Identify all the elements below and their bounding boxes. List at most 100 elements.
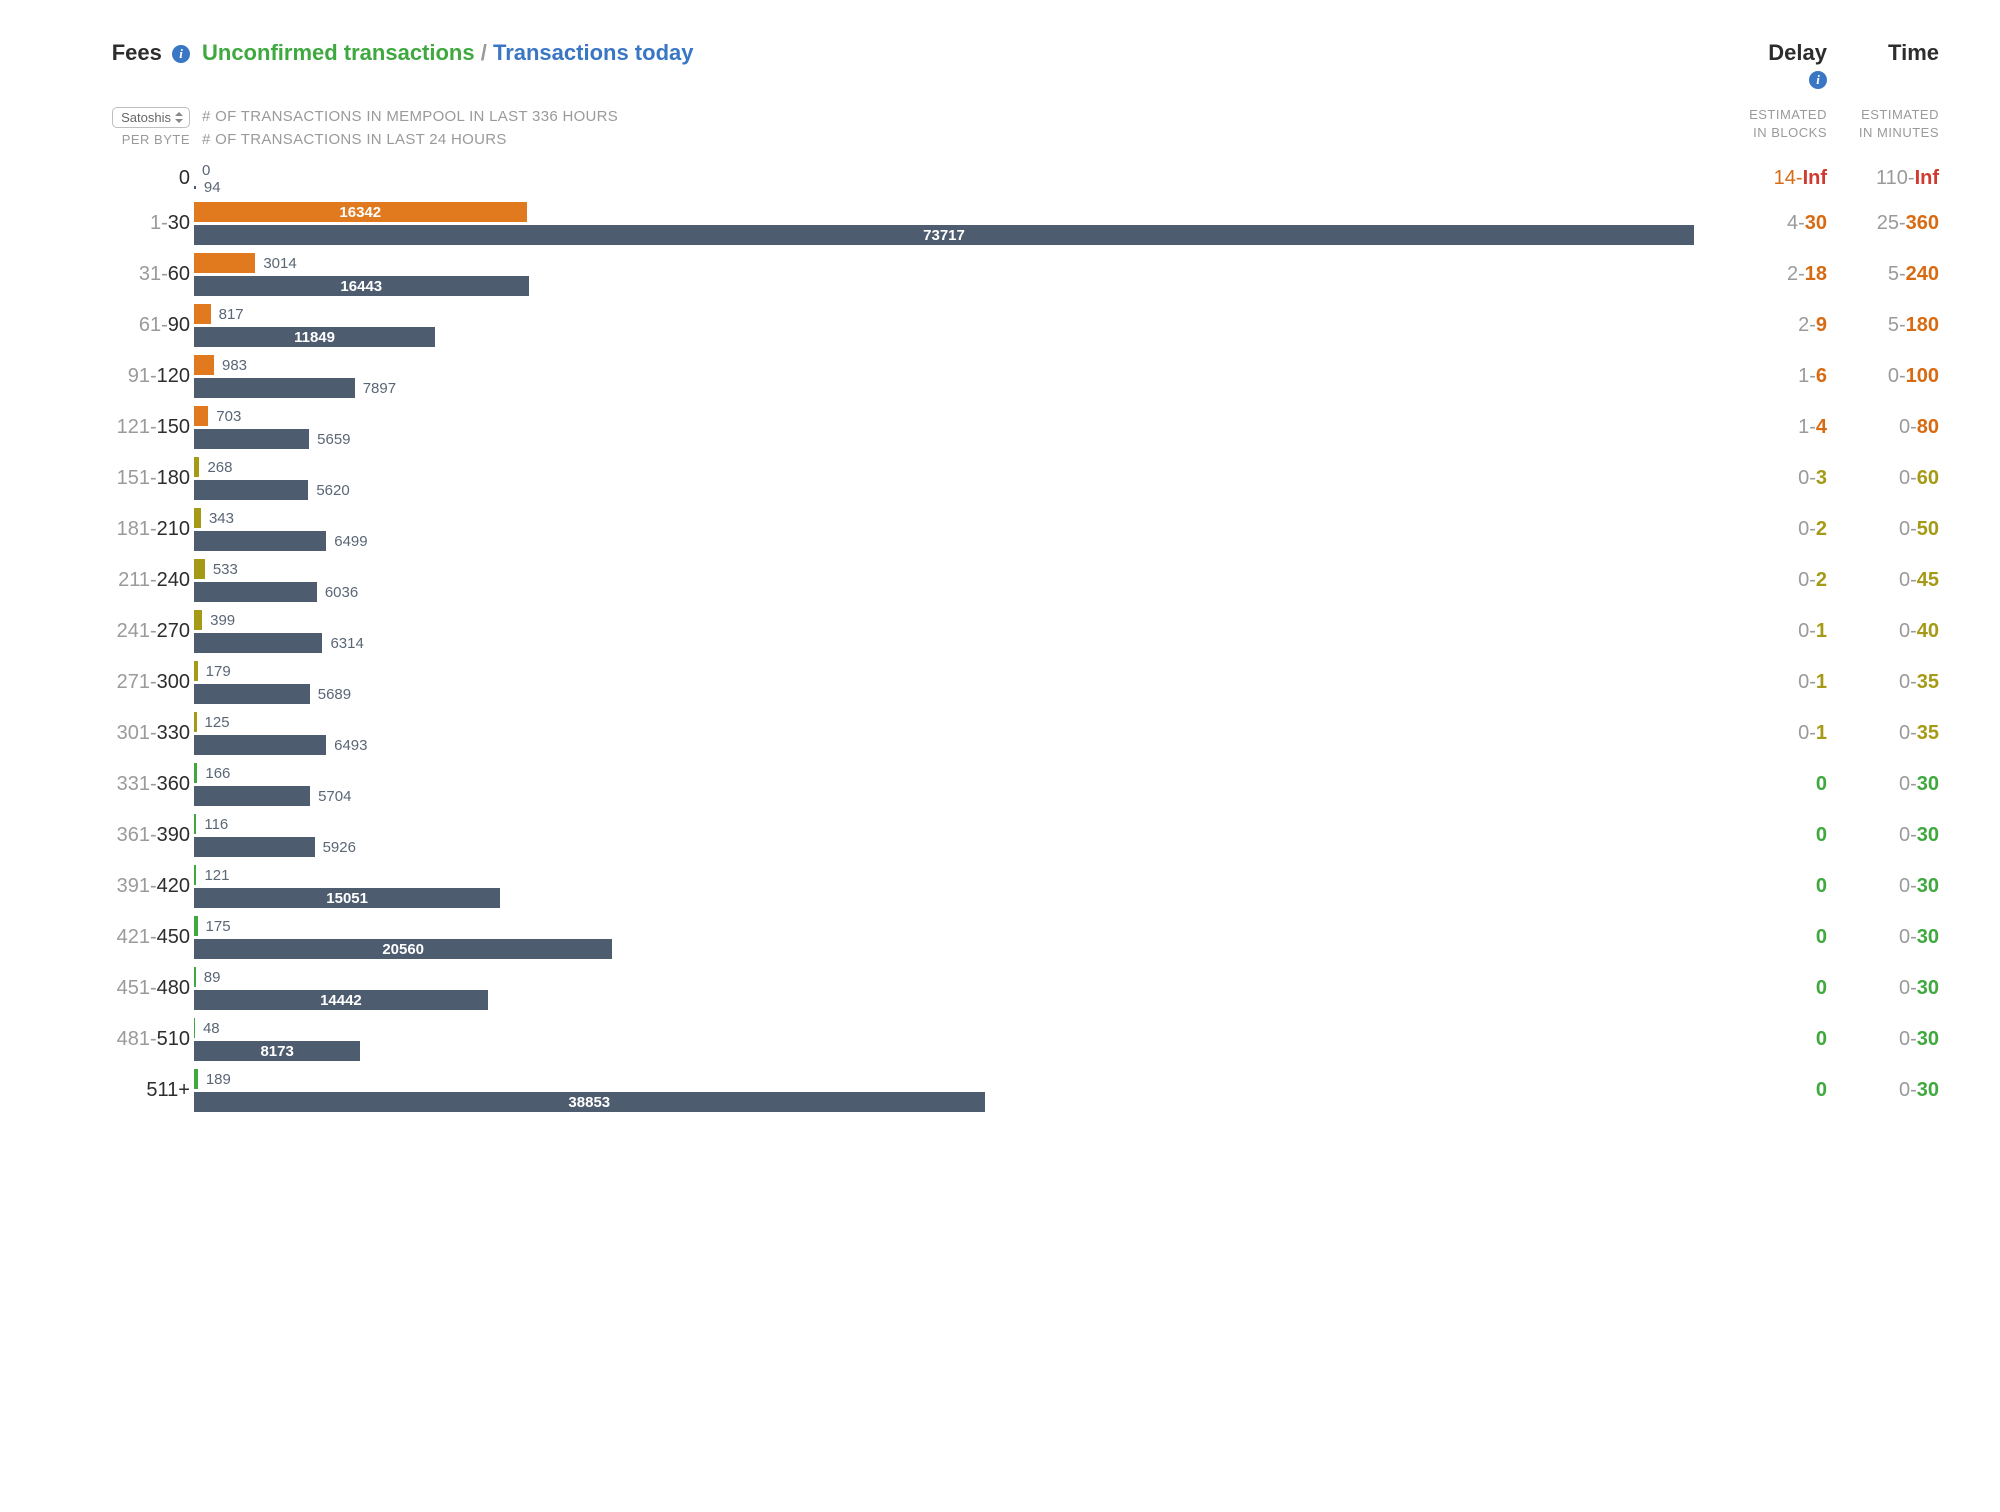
- mempool-bar[interactable]: [194, 967, 196, 987]
- today-bar[interactable]: [194, 378, 355, 398]
- bar-pair: 5336036: [190, 559, 1715, 602]
- fee-range: 151-180: [60, 467, 190, 490]
- delay-value: 2: [1816, 569, 1827, 591]
- fee-hi: 90: [168, 314, 190, 336]
- mempool-bar[interactable]: [194, 457, 199, 477]
- fee-row: 391-4201211505100-30: [60, 865, 1940, 908]
- fee-range: 301-330: [60, 722, 190, 745]
- info-icon[interactable]: i: [1809, 71, 1827, 89]
- today-bar[interactable]: [194, 837, 315, 857]
- mempool-bar[interactable]: [194, 355, 214, 375]
- subheader-row: Satoshis PER BYTE # OF TRANSACTIONS IN M…: [60, 106, 1940, 151]
- mempool-bar[interactable]: [194, 1018, 195, 1038]
- delay-prefix: 2-: [1787, 263, 1805, 285]
- today-line: 5659: [194, 429, 1715, 449]
- today-bar[interactable]: [194, 633, 322, 653]
- delay-value: 9: [1816, 314, 1827, 336]
- today-line: 6499: [194, 531, 1715, 551]
- today-bar[interactable]: [194, 429, 309, 449]
- today-bar[interactable]: 11849: [194, 327, 435, 347]
- time-value: 30: [1917, 926, 1939, 948]
- link-today[interactable]: Transactions today: [493, 40, 694, 65]
- bar-pair: 18938853: [190, 1069, 1715, 1112]
- mempool-value: 268: [207, 459, 232, 476]
- mempool-bar[interactable]: [194, 610, 202, 630]
- delay-value: 0: [1816, 875, 1827, 897]
- time-value: 60: [1917, 467, 1939, 489]
- mempool-value: 703: [216, 408, 241, 425]
- link-unconfirmed[interactable]: Unconfirmed transactions: [202, 40, 475, 65]
- fee-lo: 61-: [139, 314, 168, 336]
- today-bar[interactable]: [194, 186, 196, 189]
- time-cell: 0-30: [1827, 773, 1939, 796]
- today-value: 5704: [318, 788, 351, 805]
- mempool-bar[interactable]: [194, 304, 211, 324]
- time-prefix: 0-: [1899, 569, 1917, 591]
- today-bar[interactable]: [194, 531, 326, 551]
- mempool-bar[interactable]: [194, 253, 255, 273]
- time-prefix: 0-: [1899, 773, 1917, 795]
- time-value: 35: [1917, 722, 1939, 744]
- time-value: 360: [1906, 212, 1939, 234]
- time-value: 30: [1917, 1028, 1939, 1050]
- fee-hi: 510: [157, 1028, 190, 1050]
- time-cell: 0-30: [1827, 1079, 1939, 1102]
- today-bar[interactable]: 8173: [194, 1041, 360, 1061]
- delay-label: Delay: [1768, 40, 1827, 65]
- today-bar[interactable]: 20560: [194, 939, 612, 959]
- delay-prefix: 1-: [1798, 365, 1816, 387]
- time-value: 240: [1906, 263, 1939, 285]
- unit-select[interactable]: Satoshis: [112, 107, 190, 128]
- today-value: 5659: [317, 431, 350, 448]
- delay-cell: 2-9: [1715, 314, 1827, 337]
- today-bar[interactable]: 14442: [194, 990, 488, 1010]
- mempool-bar[interactable]: 16342: [194, 202, 527, 222]
- today-bar[interactable]: 16443: [194, 276, 529, 296]
- mempool-bar[interactable]: [194, 406, 208, 426]
- time-cell: 0-80: [1827, 416, 1939, 439]
- chart-heading: Unconfirmed transactions / Transactions …: [190, 40, 1715, 66]
- mempool-value: 399: [210, 612, 235, 629]
- mempool-value: 817: [219, 306, 244, 323]
- time-prefix: 0-: [1899, 620, 1917, 642]
- today-bar[interactable]: [194, 582, 317, 602]
- mempool-bar[interactable]: [194, 865, 196, 885]
- mempool-line: 3014: [194, 253, 1715, 273]
- bar-pair: 3996314: [190, 610, 1715, 653]
- fee-row: 451-480891444200-30: [60, 967, 1940, 1010]
- today-bar[interactable]: [194, 735, 326, 755]
- fee-row: 241-27039963140-10-40: [60, 610, 1940, 653]
- delay-prefix: 14-: [1774, 167, 1803, 189]
- mempool-value: 116: [204, 816, 228, 833]
- delay-cell: 0: [1715, 1079, 1827, 1102]
- today-line: 5620: [194, 480, 1715, 500]
- mempool-line: 116: [194, 814, 1715, 834]
- mempool-bar[interactable]: [194, 1069, 198, 1089]
- mempool-bar[interactable]: [194, 814, 196, 834]
- today-bar[interactable]: 15051: [194, 888, 500, 908]
- mempool-line: 268: [194, 457, 1715, 477]
- today-bar[interactable]: [194, 480, 308, 500]
- today-bar[interactable]: 73717: [194, 225, 1694, 245]
- today-bar[interactable]: 38853: [194, 1092, 985, 1112]
- today-line: 16443: [194, 276, 1715, 296]
- time-cell: 0-30: [1827, 824, 1939, 847]
- fee-range: 391-420: [60, 875, 190, 898]
- time-value: 45: [1917, 569, 1939, 591]
- mempool-bar[interactable]: [194, 712, 197, 732]
- mempool-bar[interactable]: [194, 916, 198, 936]
- fee-row: 301-33012564930-10-35: [60, 712, 1940, 755]
- fee-lo: 361-: [117, 824, 157, 846]
- mempool-bar[interactable]: [194, 661, 198, 681]
- today-line: 5689: [194, 684, 1715, 704]
- mempool-bar[interactable]: [194, 508, 201, 528]
- fee-lo: 31-: [139, 263, 168, 285]
- delay-cell: 0-1: [1715, 620, 1827, 643]
- today-bar[interactable]: [194, 684, 310, 704]
- delay-cell: 0: [1715, 875, 1827, 898]
- info-icon[interactable]: i: [172, 45, 190, 63]
- mempool-bar[interactable]: [194, 763, 197, 783]
- fee-lo: 91-: [128, 365, 157, 387]
- mempool-bar[interactable]: [194, 559, 205, 579]
- today-bar[interactable]: [194, 786, 310, 806]
